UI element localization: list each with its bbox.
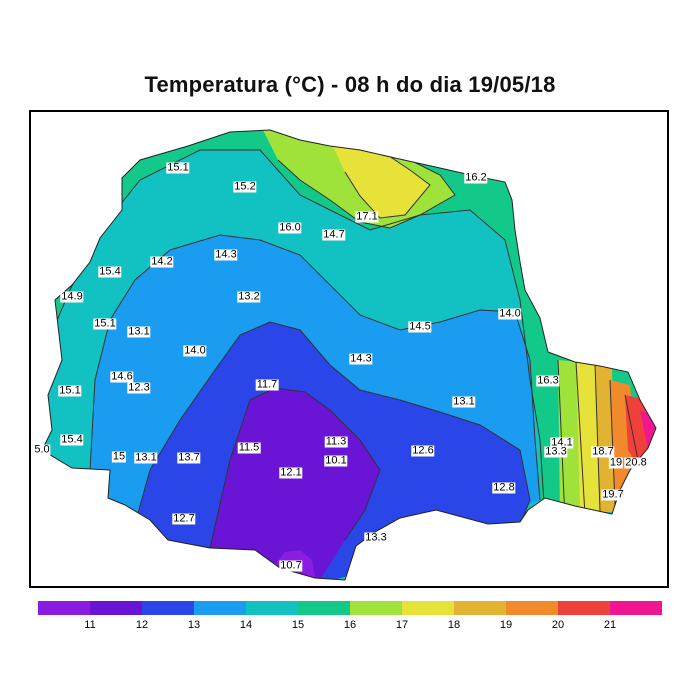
station-label: 14.3	[214, 248, 238, 261]
station-label: 13.3	[544, 445, 568, 458]
station-label: 12.7	[172, 512, 196, 525]
station-label: 12.3	[127, 381, 151, 394]
legend-tick-label: 15	[291, 619, 305, 631]
legend-swatch	[142, 601, 194, 615]
station-label: 15.4	[98, 265, 122, 278]
station-label: 15.2	[233, 180, 257, 193]
station-label: 14.5	[408, 320, 432, 333]
station-label: 13.2	[237, 290, 261, 303]
station-label: 14.9	[60, 290, 84, 303]
station-label: 18.7	[591, 445, 615, 458]
station-label: 12.8	[492, 481, 516, 494]
station-label: 15.4	[60, 433, 84, 446]
legend-swatch	[38, 601, 90, 615]
station-label: 14.7	[322, 228, 346, 241]
legend-swatch	[246, 601, 298, 615]
station-label: 11.7	[255, 378, 279, 391]
station-label: 19.7	[601, 488, 625, 501]
station-label: 11.5	[237, 441, 261, 454]
legend-swatch	[350, 601, 402, 615]
station-label: 17.1	[355, 210, 379, 223]
station-label: 14.3	[349, 352, 373, 365]
map-title: Temperatura (°C) - 08 h do dia 19/05/18	[144, 72, 556, 97]
legend-tick-label: 16	[343, 619, 357, 631]
legend-tick-label: 14	[239, 619, 253, 631]
station-label: 13.1	[452, 395, 476, 408]
state-border	[41, 129, 657, 581]
station-label: 10.1	[324, 454, 348, 467]
legend-tick-label: 19	[499, 619, 513, 631]
station-label: 5.0	[33, 443, 51, 456]
legend-swatch	[610, 601, 662, 615]
legend-swatch	[506, 601, 558, 615]
station-label: 13.7	[177, 451, 201, 464]
station-label: 15	[111, 450, 127, 463]
legend-tick-label: 20	[551, 619, 565, 631]
station-label: 16.3	[536, 374, 560, 387]
station-label: 16.0	[278, 221, 302, 234]
station-label: 15.1	[93, 317, 117, 330]
legend-tick-label: 21	[603, 619, 617, 631]
legend-swatch	[558, 601, 610, 615]
legend-swatch	[454, 601, 506, 615]
station-label: 20.8	[624, 456, 648, 469]
legend-swatch	[90, 601, 142, 615]
station-label: 14.0	[498, 307, 522, 320]
station-label: 19	[608, 456, 624, 469]
station-label: 15.1	[58, 384, 82, 397]
station-label: 11.3	[324, 435, 348, 448]
station-label: 12.6	[411, 444, 435, 457]
legend-tick-label: 18	[447, 619, 461, 631]
station-label: 12.1	[279, 466, 303, 479]
station-label: 13.1	[127, 325, 151, 338]
station-label: 15.1	[166, 161, 190, 174]
station-label: 13.1	[134, 451, 158, 464]
station-label: 16.2	[464, 171, 488, 184]
station-label: 14.6	[110, 370, 134, 383]
station-label: 13.3	[364, 531, 388, 544]
legend-tick-label: 17	[395, 619, 409, 631]
legend-swatch	[298, 601, 350, 615]
station-label: 14.1	[550, 436, 574, 449]
legend-swatch	[402, 601, 454, 615]
legend-tick-label: 12	[135, 619, 149, 631]
legend-tick-label: 13	[187, 619, 201, 631]
color-legend	[38, 601, 662, 615]
legend-swatch	[194, 601, 246, 615]
station-label: 14.2	[150, 255, 174, 268]
station-label: 10.7	[279, 559, 303, 572]
station-label: 14.0	[183, 344, 207, 357]
legend-tick-label: 11	[84, 619, 96, 631]
